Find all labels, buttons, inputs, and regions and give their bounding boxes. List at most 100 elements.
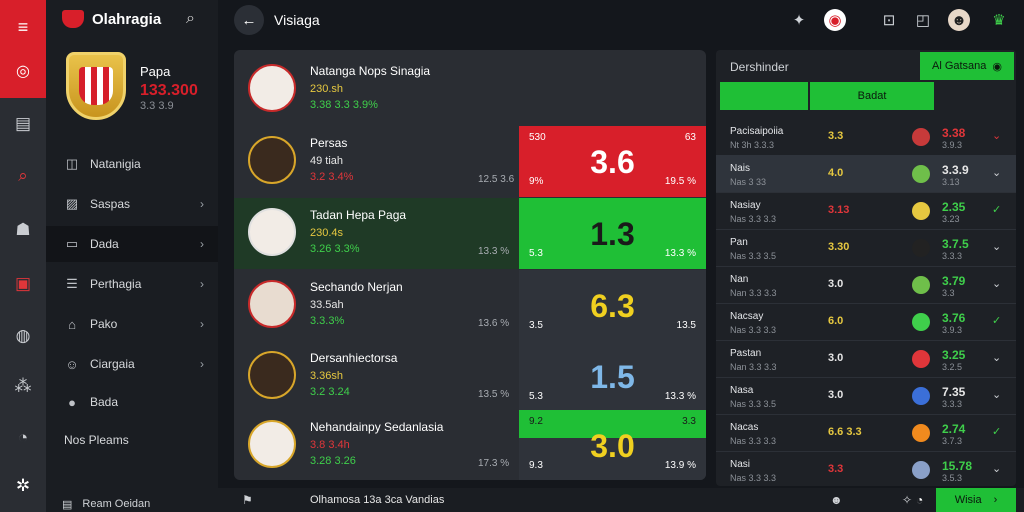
odds-value: 1.5	[590, 359, 635, 395]
odds-box[interactable]: 530 63 3.6 9% 19.5 %	[519, 126, 706, 197]
brand[interactable]: Olahragia	[62, 10, 161, 28]
standings-row[interactable]: Pastan Nan 3.3 3.3 3.0 3.25 3.2.5 ⌄	[716, 340, 1016, 378]
standings-row[interactable]: Nan Nan 3.3 3.3 3.0 3.79 3.3 ⌄	[716, 266, 1016, 304]
match-row[interactable]: Persas 49 tiah 3.2 3.4% 12.5 3.6 530 63 …	[234, 126, 706, 197]
pin-icon[interactable]: ✦	[792, 12, 806, 29]
club-icon[interactable]: ◎	[16, 62, 30, 80]
calendar-icon[interactable]: ▣	[14, 274, 32, 293]
list-icon: ☰	[66, 276, 78, 291]
team-badge-icon	[912, 350, 930, 368]
match-row[interactable]: Natanga Nops Sinagia 230.sh 3.38 3.3 3.9…	[234, 54, 706, 125]
team-badge-icon	[912, 165, 930, 183]
nav-item-perthagia[interactable]: ☰ Perthagia ›	[46, 266, 218, 302]
row-sub: Nas 3.3 3.3	[730, 214, 777, 224]
stats-icon[interactable]: ▤	[14, 114, 32, 133]
tab-badat[interactable]: Badat	[810, 82, 934, 110]
match-row[interactable]: Nehandainpy Sedanlasia 3.8 3.4h 3.28 3.2…	[234, 410, 706, 480]
sidebar: Olahragia ⌕ Papa 133.300 3.3 3.9 ◫ Natani…	[46, 0, 218, 512]
match-percent: 12.5 3.6	[478, 174, 515, 185]
bottom-button-label: Wisia	[954, 494, 982, 506]
standings-row[interactable]: Pan Nas 3.3 3.5 3.30 3.7.5 3.3.3 ⌄	[716, 229, 1016, 267]
grid-icon[interactable]: ⁂	[14, 376, 32, 395]
match-row[interactable]: Tadan Hepa Paga 230.4s 3.26 3.3% 13.3 % …	[234, 198, 706, 269]
sidebar-footer[interactable]: ▤ Ream Oeidan	[62, 498, 150, 511]
chevron-right-icon: ›	[200, 277, 204, 291]
team-badge-icon	[912, 387, 930, 405]
row-team: Pacisaipoiia	[730, 126, 784, 137]
odds-box[interactable]: 1.5 5.3 13.3 %	[519, 341, 706, 412]
odds-box[interactable]: 9.2 3.3 3.0 9.3 13.9 %	[519, 410, 706, 480]
nav-label: Nos Pleams	[64, 433, 129, 447]
star-icon[interactable]: ✧	[902, 493, 913, 507]
flag-icon[interactable]: ⚑	[242, 493, 253, 507]
nav-label: Natanigia	[90, 157, 141, 171]
chevron-right-icon: ›	[200, 197, 204, 211]
row-sub: Nan 3.3 3.3	[730, 362, 777, 372]
row-value-sub: 3.3.3	[942, 399, 963, 409]
emoji-icon[interactable]: ☻	[830, 493, 843, 507]
matches-panel: Natanga Nops Sinagia 230.sh 3.38 3.3 3.9…	[234, 50, 706, 480]
match-percent: 13.5 %	[478, 389, 510, 400]
club-name: Papa	[140, 64, 171, 79]
nav-label: Bada	[90, 395, 119, 409]
settings-icon[interactable]: ✲	[15, 476, 31, 495]
match-row[interactable]: Sechando Nerjan 33.5ah 3.3.3% 13.6 % 6.3…	[234, 270, 706, 341]
image-icon: ▨	[65, 196, 79, 211]
search-icon[interactable]: ⌕	[18, 166, 28, 185]
odds-box[interactable]: 6.3 3.5 13.5	[519, 270, 706, 341]
row-value-sub: 3.23	[942, 214, 960, 224]
row-value: 7.35	[942, 385, 966, 399]
team-logo	[248, 420, 296, 468]
nav-item-pako[interactable]: ⌂ Pako ›	[46, 306, 218, 342]
tab-label: Badat	[857, 90, 887, 102]
refresh-icon[interactable]: ◔	[916, 493, 924, 507]
trophy-icon[interactable]: ♛	[992, 12, 1006, 29]
standings-row[interactable]: Nasi Nas 3.3 3.3 3.3 15.78 3.5.3 ⌄	[716, 451, 1016, 486]
row-value: 3.76	[942, 311, 966, 325]
info-icon[interactable]: ◔	[17, 428, 29, 447]
nav-item-nos-pleams[interactable]: Nos Pleams	[46, 422, 218, 458]
standings-row[interactable]: Pacisaipoiia Nt 3h 3.3.3 3.3 3.38 3.9.3 ⌄	[716, 118, 1016, 156]
match-title: Tadan Hepa Paga	[310, 208, 407, 222]
nav-item-bada[interactable]: ● Bada	[46, 384, 218, 420]
profile-icon[interactable]: ☗	[15, 220, 31, 239]
odds-value: 3.0	[590, 428, 635, 464]
action-button[interactable]: Al Gatsana ◉	[920, 52, 1014, 80]
search-icon[interactable]: ⌕	[186, 10, 195, 27]
row-sub: Nas 3.3 3.5	[730, 399, 777, 409]
share-icon[interactable]: ⊡	[882, 12, 896, 29]
back-button[interactable]: ←	[234, 5, 264, 35]
nav-item-ciargaia[interactable]: ☺ Ciargaia ›	[46, 346, 218, 382]
row-value-sub: 3.3	[942, 288, 955, 298]
nav-item-dada[interactable]: ▭ Dada ›	[46, 226, 218, 262]
bottom-button[interactable]: Wisia ›	[936, 488, 1016, 512]
globe-icon[interactable]: ◍	[15, 326, 31, 345]
club-badge-icon[interactable]: ◉	[824, 9, 846, 31]
nav-item-saspas[interactable]: ▨ Saspas ›	[46, 186, 218, 222]
row-team: Nasi	[730, 459, 751, 470]
standings-row[interactable]: Nasa Nas 3.3 3.5 3.0 7.35 3.3.3 ⌄	[716, 377, 1016, 415]
odds-right: 13.3 %	[664, 391, 696, 402]
nav-label: Pako	[90, 317, 118, 331]
clock-icon[interactable]: ◰	[915, 12, 931, 29]
standings-row[interactable]: Nasiay Nas 3.3 3.3 3.13 2.35 3.23 ✓	[716, 192, 1016, 230]
nav-item-natanigia[interactable]: ◫ Natanigia	[46, 146, 218, 182]
match-percent: 17.3 %	[478, 458, 510, 469]
top-bar: ← Visiaga ✦ ◉ ⊡ ◰ ☻ ♛	[218, 0, 1024, 40]
people-icon: ☺	[65, 356, 79, 372]
match-stat-a: 230.4s	[310, 227, 344, 239]
chevron-right-icon: ›	[993, 494, 998, 506]
club-crest	[66, 52, 126, 120]
match-title: Persas	[310, 136, 348, 150]
odds-left: 9%	[529, 176, 544, 187]
standings-row[interactable]: Nacas Nas 3.3 3.3 6.6 3.3 2.74 3.7.3 ✓	[716, 414, 1016, 452]
standings-row[interactable]: Nacsay Nas 3.3 3.3 6.0 3.76 3.9.3 ✓	[716, 303, 1016, 341]
match-row[interactable]: Dersanhiectorsa 3.36sh 3.2 3.24 13.5 % 1…	[234, 341, 706, 412]
tab-left[interactable]	[720, 82, 808, 110]
odds-box[interactable]: 1.3 5.3 13.3 %	[519, 198, 706, 269]
team-logo	[248, 64, 296, 112]
row-score: 6.0	[828, 315, 844, 327]
menu-icon[interactable]: ≡	[17, 17, 29, 38]
standings-row[interactable]: Nais Nas 3 33 4.0 3.3.9 3.13 ⌄	[716, 155, 1016, 193]
avatar[interactable]: ☻	[948, 9, 970, 31]
